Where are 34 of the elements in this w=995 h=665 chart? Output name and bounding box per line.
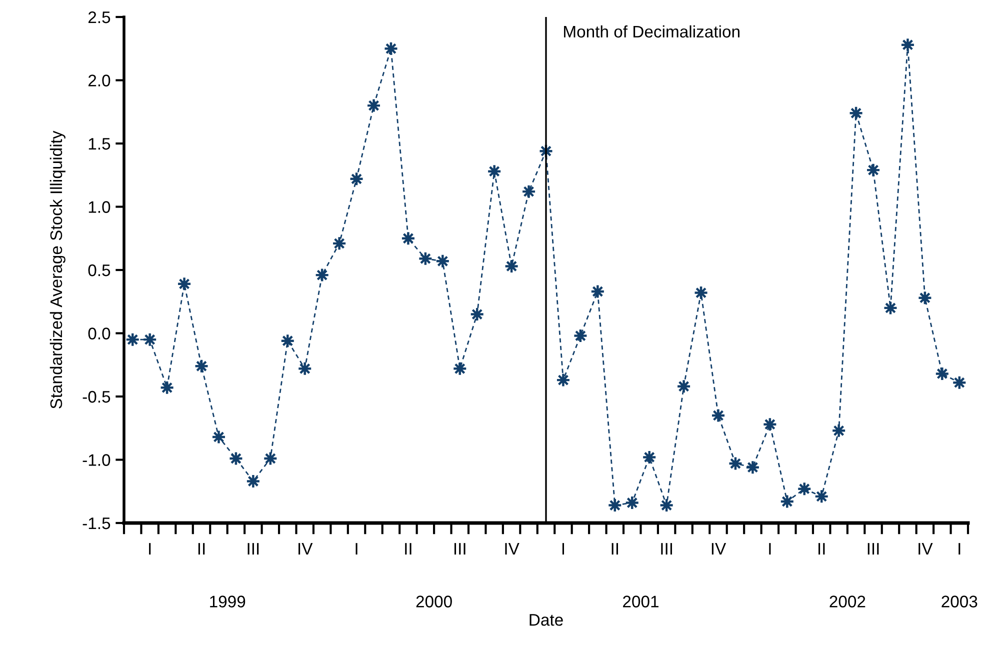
y-tick-label: 2.0 [88,74,110,86]
x-tick-label: IV [298,543,313,555]
text: 2002 [830,596,866,608]
x-tick-label: IV [712,543,726,555]
text: 1999 [210,596,246,608]
x-tick-label: I [149,543,151,555]
x-tick-label: I [562,543,564,555]
x-tick-label: IV [505,543,520,555]
y-tick-label: 2.5 [88,11,110,24]
text: 2001 [623,596,658,608]
y-tick-label: 1.5 [88,138,110,150]
y-tick-label: 0.0 [88,328,110,340]
x-tick-label: II [612,543,618,555]
text: 2003 [942,596,978,608]
x-tick-label: II [405,543,412,555]
y-tick-label: -1.0 [82,454,110,466]
x-tick-label: II [818,543,825,555]
annotation: Month of Decimalization [564,25,740,38]
x-tick-label: IV [918,543,933,555]
y-tick-label: 0.5 [88,264,110,276]
x-tick-label: III [661,543,672,555]
y-tick-label: 1.0 [88,201,110,213]
x-tick-label: III [868,543,879,555]
x-tick-label: I [769,543,771,555]
x-tick-label: I [958,543,960,555]
text: 2000 [416,596,452,608]
y-tick-label: -1.5 [82,518,110,530]
x-tick-label: II [198,543,205,555]
x-tick-label: III [454,543,466,555]
x-tick-label: I [356,543,358,555]
x-tick-label: III [248,543,259,555]
y-tick-label: -0.5 [82,390,110,403]
y-axis-title: Standardized Average Stock Illiquidity [50,130,66,409]
x-axis-title: Date [530,614,563,626]
